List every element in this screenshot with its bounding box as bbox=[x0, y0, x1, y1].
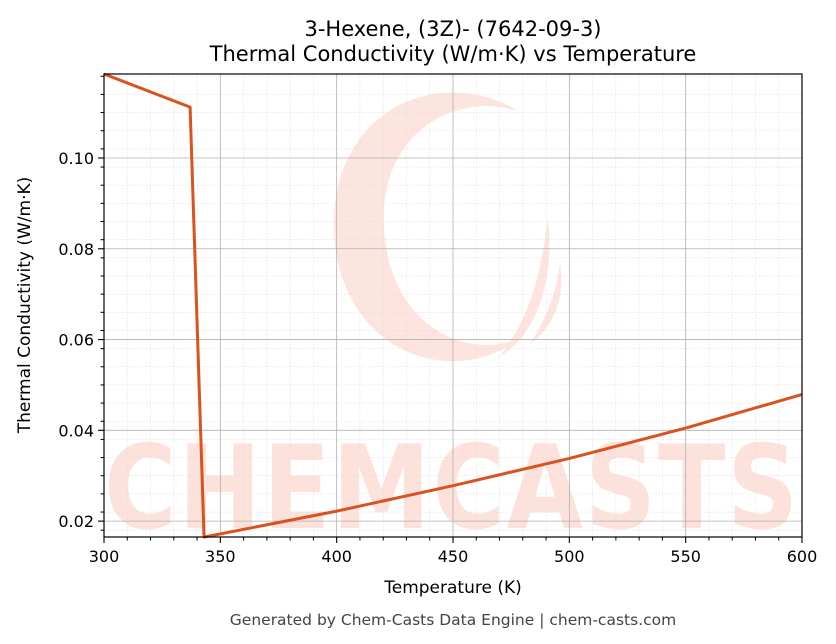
y-tick-label: 0.10 bbox=[58, 149, 94, 168]
x-tick-label: 450 bbox=[438, 547, 469, 566]
series-layer bbox=[103, 72, 803, 539]
x-tick-label: 300 bbox=[89, 547, 120, 566]
x-tick-label: 350 bbox=[205, 547, 236, 566]
chart-title: 3-Hexene, (3Z)- (7642-09-3) bbox=[304, 17, 601, 41]
y-tick-label: 0.08 bbox=[58, 240, 94, 259]
chart-subtitle: Thermal Conductivity (W/m·K) vs Temperat… bbox=[209, 42, 697, 66]
y-tick-label: 0.04 bbox=[58, 421, 94, 440]
x-tick-label: 550 bbox=[670, 547, 701, 566]
y-axis: 0.02 0.04 0.06 0.08 0.10 bbox=[58, 75, 104, 531]
series-line bbox=[103, 72, 803, 539]
y-axis-label: Thermal Conductivity (W/m·K) bbox=[15, 177, 35, 435]
x-axis-label: Temperature (K) bbox=[383, 578, 522, 598]
x-axis: 300 350 400 450 500 550 600 bbox=[89, 537, 818, 566]
footer-credit: Generated by Chem-Casts Data Engine | ch… bbox=[230, 611, 676, 629]
x-tick-label: 500 bbox=[554, 547, 585, 566]
y-tick-label: 0.02 bbox=[58, 512, 94, 531]
x-tick-label: 400 bbox=[321, 547, 352, 566]
y-tick-label: 0.06 bbox=[58, 331, 94, 350]
watermark-swirl-icon bbox=[333, 92, 562, 362]
x-tick-label: 600 bbox=[787, 547, 818, 566]
